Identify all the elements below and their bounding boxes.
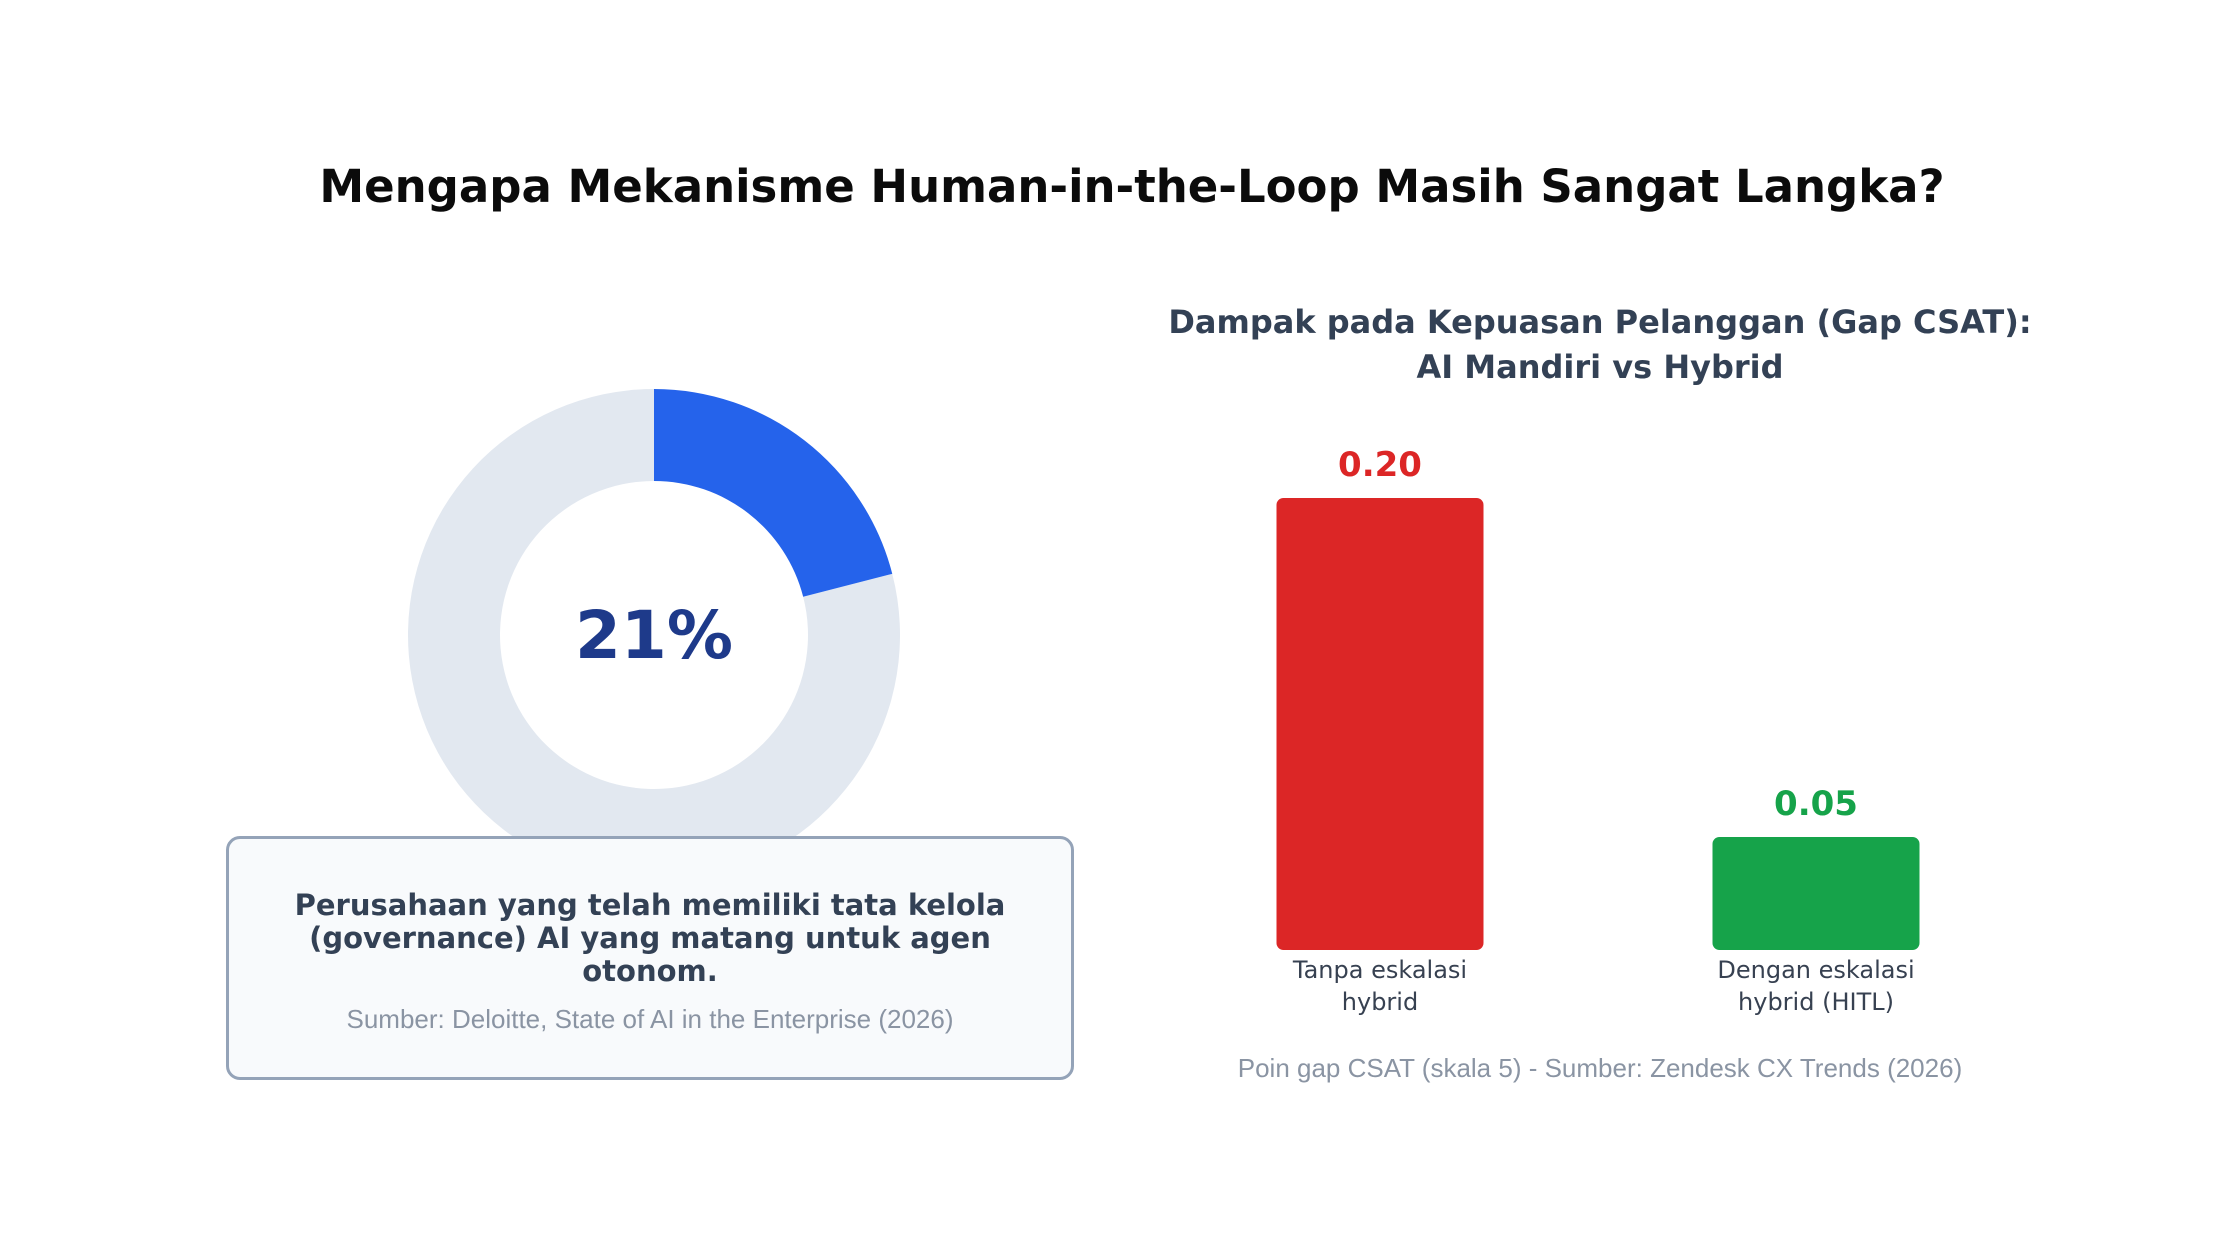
donut-slice-remainder: [408, 389, 900, 881]
bar-chart-footnote: Poin gap CSAT (skala 5) - Sumber: Zendes…: [1237, 1053, 1963, 1083]
bar-chart-svg: 0.20 Tanpa eskalasi hybrid 0.05 Dengan eskal…: [1276, 445, 1920, 1016]
page-title: Mengapa Mekanisme Human-in-the-Loop Masi…: [319, 160, 1945, 213]
bar-category-label: hybrid: [1342, 988, 1418, 1016]
info-card-source: Sumber: Deloitte, State of AI in the Ent…: [346, 1004, 954, 1034]
bar-chart-title: Dampak pada Kepuasan Pelanggan (Gap CSAT…: [1160, 300, 2040, 390]
info-card: Perusahaan yang telah memiliki tata kelo…: [226, 836, 1074, 1080]
donut-svg: [408, 389, 900, 881]
bar-category-label: hybrid (HITL): [1738, 988, 1894, 1016]
donut-slice-governance: [654, 389, 893, 597]
bar-value-label: 0.05: [1774, 784, 1858, 824]
bar-dengan-eskalasi: [1712, 837, 1920, 950]
bar-chart-title-line1: Dampak pada Kepuasan Pelanggan (Gap CSAT…: [1168, 303, 2032, 341]
bar-value-label: 0.20: [1338, 445, 1422, 485]
donut-chart: 21%: [404, 385, 904, 885]
bar-category-label: Tanpa eskalasi: [1292, 956, 1467, 984]
info-card-description: Perusahaan yang telah memiliki tata kelo…: [294, 888, 1006, 988]
bar-category-label: Dengan eskalasi: [1717, 956, 1914, 984]
donut-center-label: 21%: [575, 596, 733, 674]
bar-chart: 0.20 Tanpa eskalasi hybrid 0.05 Dengan eskal…: [1180, 420, 2020, 1020]
bar-chart-title-line2: AI Mandiri vs Hybrid: [1416, 348, 1784, 386]
bar-tanpa-eskalasi: [1276, 498, 1484, 950]
